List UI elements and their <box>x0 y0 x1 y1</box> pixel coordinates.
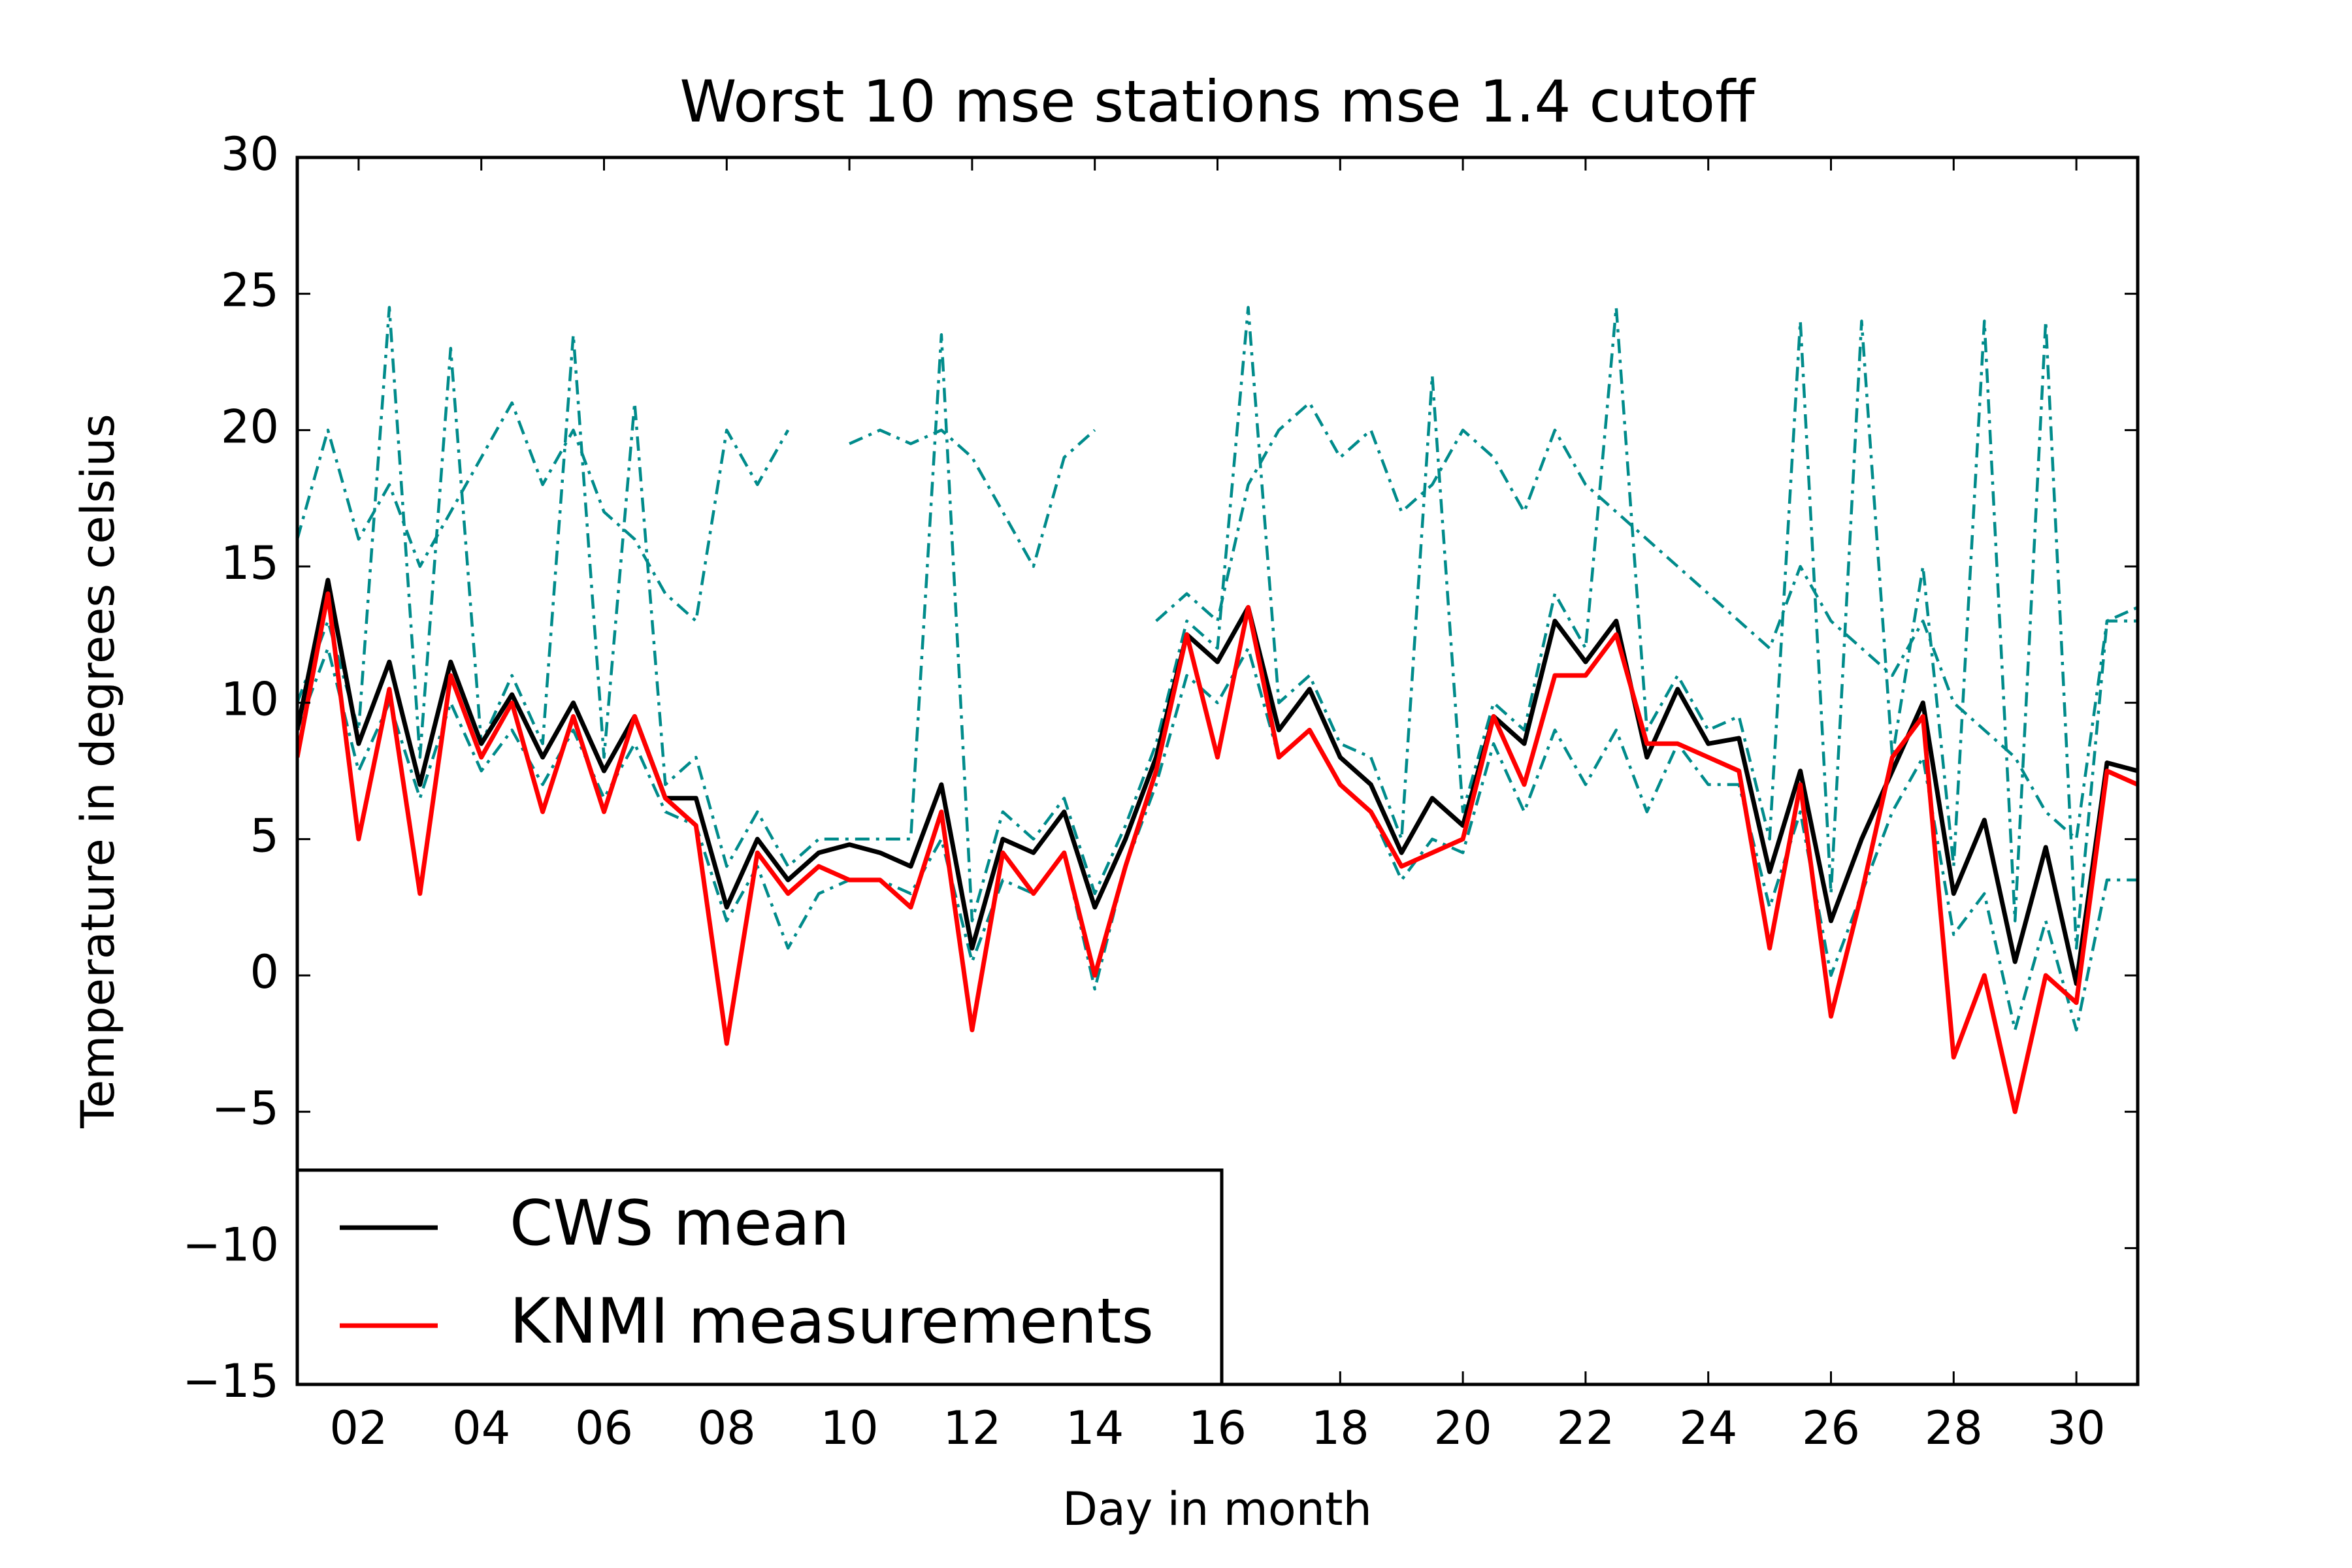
legend-label: KNMI measurements <box>510 1286 1154 1358</box>
x-tick-label: 04 <box>452 1401 510 1455</box>
data-line <box>849 429 1096 568</box>
y-tick-label: 10 <box>221 673 279 727</box>
x-tick-label: 10 <box>821 1401 879 1455</box>
y-tick-label: 20 <box>221 400 279 453</box>
data-line <box>297 401 790 623</box>
x-tick-label: 12 <box>943 1401 1001 1455</box>
x-axis-label: Day in month <box>1062 1482 1372 1536</box>
x-tick-label: 22 <box>1556 1401 1614 1455</box>
y-tick-label: 15 <box>221 536 279 590</box>
x-tick-label: 18 <box>1311 1401 1369 1455</box>
x-tick-label: 02 <box>329 1401 387 1455</box>
x-tick-label: 26 <box>1802 1401 1860 1455</box>
x-tick-label: 08 <box>698 1401 756 1455</box>
data-line <box>297 578 2138 986</box>
x-tick-label: 28 <box>1925 1401 1983 1455</box>
y-axis-label: Temperature in degrees celsius <box>71 414 125 1129</box>
y-tick-label: 25 <box>221 264 279 318</box>
data-line <box>297 646 2138 1032</box>
legend-box <box>295 1168 1224 1386</box>
plot-area <box>297 306 2138 1115</box>
y-tick-label: 30 <box>221 127 279 181</box>
x-tick-label: 20 <box>1434 1401 1492 1455</box>
y-tick-label: −15 <box>182 1354 279 1408</box>
x-tick-label: 30 <box>2048 1401 2106 1455</box>
x-tick-label: 14 <box>1066 1401 1124 1455</box>
x-tick-label: 24 <box>1679 1401 1737 1455</box>
y-tick-label: −10 <box>182 1218 279 1271</box>
legend: CWS mean KNMI measurements <box>295 1168 1224 1386</box>
data-line <box>297 591 2138 1115</box>
x-tick-label: 06 <box>575 1401 633 1455</box>
data-line <box>1155 401 2138 841</box>
chart-title: Worst 10 mse stations mse 1.4 cutoff <box>679 68 1756 135</box>
data-line <box>297 306 2138 950</box>
y-tick-label: −5 <box>212 1082 279 1135</box>
x-tick-label: 16 <box>1188 1401 1247 1455</box>
y-tick-label: 0 <box>250 945 279 999</box>
legend-label: CWS mean <box>510 1188 849 1260</box>
y-tick-label: 5 <box>250 809 279 862</box>
